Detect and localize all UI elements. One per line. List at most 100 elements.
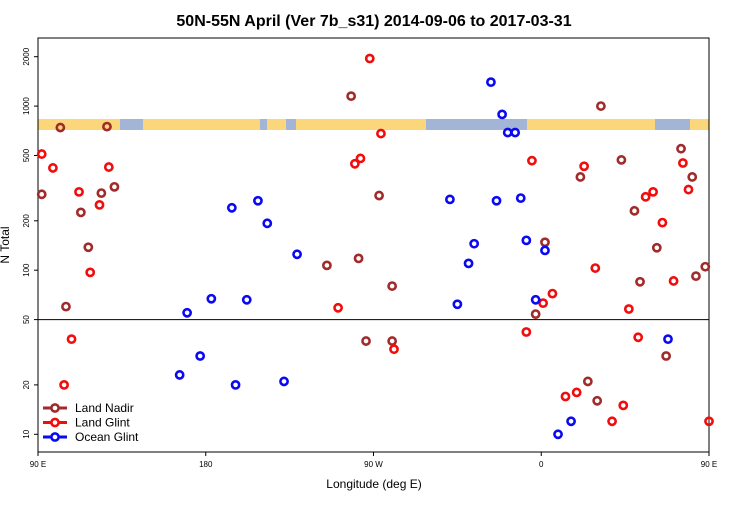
data-point-land-nadir [651,242,662,253]
data-point-ocean-glint [182,307,193,318]
x-tick-label: 90 W [364,460,383,469]
data-point-ocean-glint [497,109,508,120]
data-point-land-nadir [687,172,698,182]
data-point-land-glint [349,158,360,169]
band-land-segment [296,119,426,130]
data-point-ocean-glint [463,258,474,269]
data-point-ocean-glint [502,127,513,138]
data-point-land-nadir [661,351,672,361]
data-point-land-nadir [83,242,94,253]
data-point-land-glint [590,263,601,273]
data-point-land-nadir [387,336,398,346]
legend-label: Ocean Glint [75,430,139,444]
legend-marker [50,432,60,442]
legend-label: Land Nadir [75,401,134,415]
y-tick-label: 1000 [22,97,31,115]
data-point-land-glint [547,288,558,299]
data-point-land-glint [704,416,714,427]
data-point-land-glint [618,400,629,411]
data-point-land-glint [560,391,571,402]
chart-title: 50N-55N April (Ver 7b_s31) 2014-09-06 to… [176,13,571,30]
data-point-ocean-glint [510,127,521,138]
data-point-ocean-glint [174,370,185,380]
data-point-ocean-glint [279,376,289,387]
data-point-land-glint [623,304,634,314]
data-point-land-nadir [387,281,398,291]
data-point-land-glint [48,163,58,173]
band-land-segment [143,119,260,130]
data-point-land-nadir [102,121,112,132]
data-point-land-glint [376,128,386,139]
data-point-land-nadir [374,190,384,201]
data-point-land-nadir [36,189,47,200]
data-point-land-nadir [540,237,550,248]
data-point-land-glint [389,344,399,355]
data-point-land-nadir [96,188,107,198]
plot-area: 10 20 50 100 200 500 1000 2000 90 E 180 90 W 0 90 E L… [22,37,717,469]
data-point-land-nadir [61,301,71,312]
data-point-land-glint [66,334,77,345]
data-point-ocean-glint [241,294,252,305]
x-axis-label: Longitude (deg E) [326,477,421,491]
y-tick-label: 10 [22,429,31,438]
legend-marker [50,417,60,428]
data-point-ocean-glint [262,218,273,229]
band-land-segment [527,119,655,130]
y-tick-label: 20 [22,380,31,389]
data-point-ocean-glint [195,351,206,361]
data-point-land-glint [364,53,375,64]
data-point-land-nadir [109,181,120,192]
data-point-land-nadir [700,261,711,272]
data-point-land-nadir [691,271,701,282]
band-land-segment [690,119,709,130]
y-axis-label: N Total [0,226,12,263]
data-point-ocean-glint [515,193,526,204]
data-point-ocean-glint [540,245,550,256]
data-point-land-glint [527,155,537,166]
data-point-ocean-glint [292,249,302,260]
data-point-land-nadir [635,276,645,287]
x-tick-label: 90 E [30,460,46,469]
data-point-ocean-glint [521,235,532,246]
data-point-land-glint [355,153,366,164]
data-point-land-nadir [592,395,603,406]
data-point-ocean-glint [663,334,673,345]
plot-frame [37,37,710,453]
band-land-segment [267,119,286,130]
data-point-ocean-glint [530,294,541,305]
data-point-land-glint [683,184,694,195]
data-point-land-nadir [361,336,371,346]
data-point-land-nadir [322,260,332,271]
y-tick-label: 2000 [22,47,31,65]
data-point-land-nadir [616,155,627,165]
legend-label: Land Glint [75,416,130,430]
data-point-land-glint [678,158,688,168]
data-point-land-nadir [55,122,66,133]
data-point-land-glint [633,332,644,343]
data-point-land-glint [74,186,84,197]
band-land-segment [38,119,120,130]
data-point-land-glint [521,327,532,337]
data-point-land-glint [640,191,651,202]
data-point-land-glint [657,217,668,228]
x-tick-label: 0 [539,460,544,469]
data-point-ocean-glint [226,202,237,213]
data-point-land-nadir [629,205,640,216]
data-point-land-nadir [530,309,541,320]
x-tick-label: 180 [199,460,213,469]
data-point-ocean-glint [452,299,463,310]
data-point-land-nadir [575,172,586,182]
data-point-land-nadir [582,376,593,387]
data-point-ocean-glint [566,416,576,427]
data-point-land-glint [607,416,617,427]
y-tick-label: 500 [22,148,31,162]
data-point-ocean-glint [206,293,217,304]
data-point-ocean-glint [445,194,455,205]
data-point-land-nadir [353,253,364,264]
y-tick-label: 100 [22,263,31,277]
data-point-land-glint [538,298,549,309]
data-point-land-glint [648,186,658,197]
